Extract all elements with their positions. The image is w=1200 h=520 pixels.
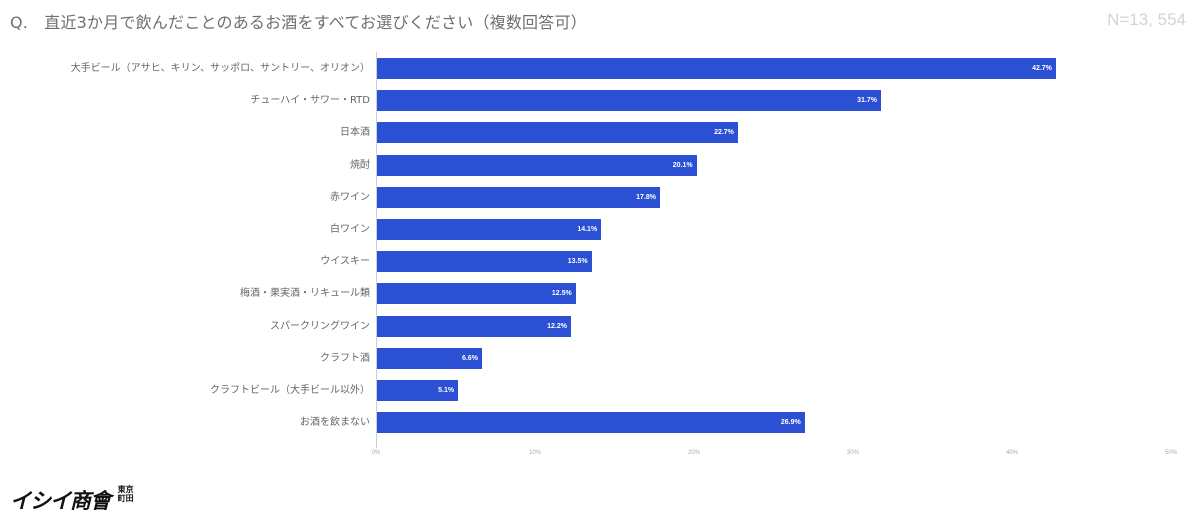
bar-value-label: 5.1% xyxy=(438,387,455,394)
category-label: 白ワイン xyxy=(330,224,370,235)
bar-row: クラフト酒 6.6% xyxy=(0,347,1200,380)
bar: 6.6% xyxy=(377,347,482,369)
category-label: スパークリングワイン xyxy=(270,320,370,332)
x-tick-label: 30% xyxy=(846,450,860,456)
logo-main-text: イシイ商會 xyxy=(10,489,111,513)
bar-value-label: 17.8% xyxy=(636,193,657,201)
bar: 22.7% xyxy=(377,122,738,144)
x-tick-label: 20% xyxy=(687,450,701,456)
bar-row: ウイスキー 13.5% xyxy=(0,251,1200,283)
bar-value-label: 31.7% xyxy=(857,97,878,105)
x-tick-label: 0% xyxy=(371,450,381,456)
bar: 13.5% xyxy=(377,251,592,273)
bar-value-label: 14.1% xyxy=(577,226,598,233)
logo-sub-text: 東京町田 xyxy=(117,485,134,503)
company-logo: イシイ商會 東京町田 xyxy=(10,485,138,515)
bar-row: 大手ビール（アサヒ、キリン、サッポロ、サントリー、オリオン） 42.7% xyxy=(0,58,1200,90)
bar-value-label: 12.5% xyxy=(551,290,572,298)
category-label: クラフトビール（大手ビール以外） xyxy=(210,385,370,396)
x-tick-label: 10% xyxy=(528,450,542,456)
category-label: お酒を飲まない xyxy=(300,417,370,429)
bar-value-label: 22.7% xyxy=(714,129,734,137)
bar-value-label: 26.9% xyxy=(780,419,801,427)
category-label: 梅酒・果実酒・リキュール類 xyxy=(240,288,370,300)
bar-row: 日本酒 22.7% xyxy=(0,122,1200,154)
sample-size-label: N=13, 554 xyxy=(1107,10,1186,29)
bar-value-label: 13.5% xyxy=(567,258,588,266)
category-label: チューハイ・サワー・RTD xyxy=(250,95,370,107)
bar-value-label: 42.7% xyxy=(1032,65,1052,72)
x-tick-label: 40% xyxy=(1005,450,1019,456)
bar-row: お酒を飲まない 26.9% xyxy=(0,412,1200,444)
bar-row: 白ワイン 14.1% xyxy=(0,219,1200,251)
bar: 12.5% xyxy=(377,283,576,305)
category-label: 大手ビール（アサヒ、キリン、サッポロ、サントリー、オリオン） xyxy=(70,63,370,74)
bar-row: クラフトビール（大手ビール以外） 5.1% xyxy=(0,380,1200,412)
category-label: 焼酎 xyxy=(350,159,370,171)
bar-row: チューハイ・サワー・RTD 31.7% xyxy=(0,90,1200,122)
bar-value-label: 20.1% xyxy=(672,161,693,169)
category-label: クラフト酒 xyxy=(320,352,370,364)
bar-row: 赤ワイン 17.8% xyxy=(0,186,1200,219)
bar: 31.7% xyxy=(377,90,882,112)
bar-row: 梅酒・果実酒・リキュール類 12.5% xyxy=(0,283,1200,315)
bar: 26.9% xyxy=(377,412,805,434)
bar-value-label: 12.2% xyxy=(547,322,567,330)
bar: 20.1% xyxy=(377,154,697,176)
bar: 12.2% xyxy=(377,315,571,337)
y-axis-line xyxy=(376,52,377,448)
bar-row: 焼酎 20.1% xyxy=(0,154,1200,187)
category-label: 赤ワイン xyxy=(330,191,370,203)
category-label: ウイスキー xyxy=(320,256,370,268)
bar-row: スパークリングワイン 12.2% xyxy=(0,315,1200,348)
bar: 42.7% xyxy=(377,58,1056,79)
bar: 14.1% xyxy=(377,219,602,240)
bar-value-label: 6.6% xyxy=(461,354,478,362)
x-tick-label: 50% xyxy=(1164,450,1178,456)
category-label: 日本酒 xyxy=(340,127,370,139)
bar: 17.8% xyxy=(377,186,661,208)
bar: 5.1% xyxy=(377,380,459,401)
chart-title: Q. 直近3か月で飲んだことのあるお酒をすべてお選びください（複数回答可） xyxy=(10,13,587,32)
